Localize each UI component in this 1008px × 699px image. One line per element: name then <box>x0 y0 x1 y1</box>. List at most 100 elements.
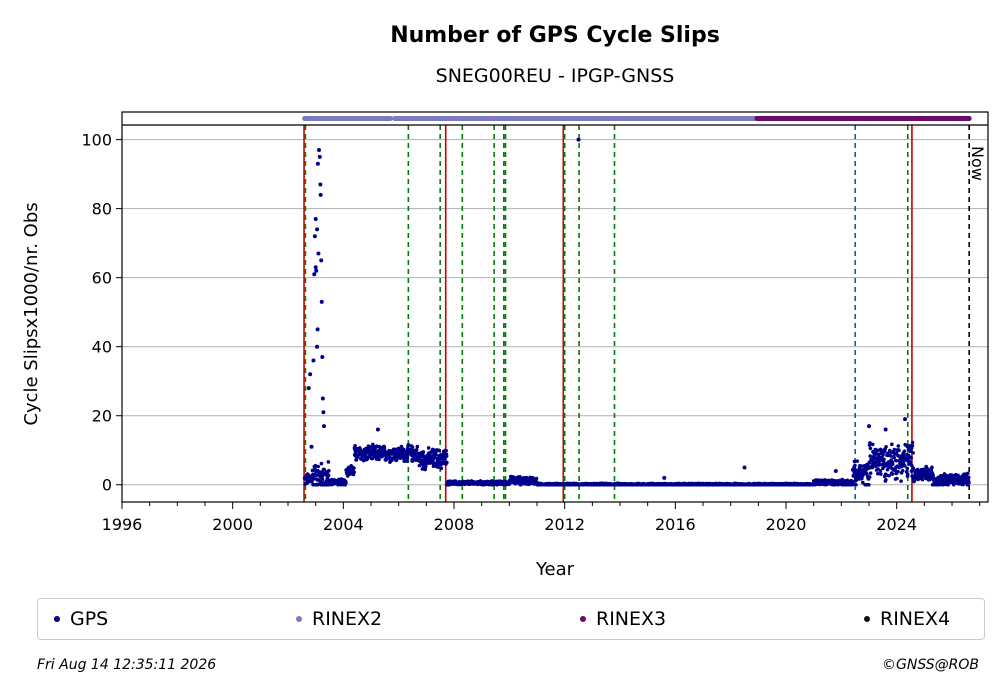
x-tick-label: 2024 <box>876 515 917 534</box>
gps-point <box>868 471 873 475</box>
gps-point <box>326 473 331 478</box>
gps-point <box>308 372 313 377</box>
x-tick-label: 2012 <box>544 515 585 534</box>
x-tick-label: 2004 <box>323 515 364 534</box>
gps-point <box>868 446 873 451</box>
gps-point <box>313 216 318 221</box>
gps-point <box>872 454 877 458</box>
gps-point <box>316 251 321 256</box>
gps-point <box>314 268 319 273</box>
gps-point <box>902 449 907 453</box>
now-label: Now <box>968 146 987 181</box>
gps-point <box>318 182 323 187</box>
gps-point <box>892 455 896 460</box>
gps-point <box>377 457 381 462</box>
legend-item-rinex3: RINEX3 <box>580 599 666 639</box>
gps-point <box>881 453 885 457</box>
legend-label: GPS <box>70 608 109 630</box>
gps-point <box>881 461 886 465</box>
gps-point <box>315 344 320 349</box>
gps-point <box>321 410 326 415</box>
gps-point <box>905 472 910 477</box>
gps-point <box>911 451 915 455</box>
gps-point <box>315 327 320 332</box>
gps-point <box>313 466 317 471</box>
gps-point <box>354 457 359 462</box>
x-tick-label: 2020 <box>766 515 807 534</box>
gps-point <box>867 424 872 429</box>
gps-point <box>965 471 970 476</box>
gps-point <box>437 448 441 453</box>
gps-point <box>899 479 903 483</box>
gps-point <box>326 460 331 464</box>
gps-point <box>905 444 909 449</box>
grid-layer <box>122 139 988 486</box>
gps-point <box>742 465 747 470</box>
gps-point <box>327 468 331 473</box>
gps-point <box>375 427 380 432</box>
gps-point <box>890 472 895 476</box>
gps-point <box>887 473 891 478</box>
gps-point <box>309 444 314 449</box>
gps-point <box>902 417 907 422</box>
gps-point <box>319 299 324 304</box>
gps-point <box>942 472 947 476</box>
y-tick-label: 80 <box>92 200 112 219</box>
gps-point <box>315 161 320 166</box>
legend: GPS RINEX2 RINEX3 RINEX4 <box>37 598 985 640</box>
gps-point <box>426 446 431 450</box>
gps-point <box>882 457 886 462</box>
gps-point <box>321 424 326 429</box>
x-axis-label: Year <box>535 559 575 580</box>
gps-point <box>896 444 901 448</box>
gps-point <box>356 455 360 459</box>
gps-point <box>909 455 914 460</box>
gps-point <box>966 475 971 480</box>
gps-point <box>908 460 913 465</box>
gps-point <box>896 469 900 474</box>
gps-point <box>855 459 860 463</box>
gps-point <box>883 449 887 454</box>
gps-point <box>900 468 905 473</box>
gps-point <box>884 445 888 449</box>
gps-point <box>890 462 895 467</box>
gps-point <box>313 265 318 270</box>
gps-point <box>878 472 883 476</box>
gps-point <box>310 480 314 484</box>
gps-marker-icon <box>54 616 60 622</box>
gps-point <box>431 458 435 463</box>
gps-point <box>316 464 321 469</box>
gps-point <box>885 467 890 472</box>
rinex3-marker-icon <box>580 616 586 622</box>
gps-point <box>423 467 427 472</box>
gps-point <box>320 477 325 482</box>
gps-point <box>861 480 865 485</box>
gps-point <box>534 476 539 481</box>
gps-point <box>318 192 323 197</box>
gps-point <box>439 466 444 471</box>
gps-point <box>853 463 857 468</box>
legend-item-rinex4: RINEX4 <box>864 599 950 639</box>
y-tick-label: 0 <box>102 476 112 495</box>
x-tick-label: 2016 <box>655 515 696 534</box>
gps-point <box>920 477 925 482</box>
gps-point <box>894 458 899 463</box>
gps-point <box>312 476 316 481</box>
gps-point <box>434 452 438 457</box>
gps-point <box>444 454 449 458</box>
gps-point <box>851 482 855 487</box>
gps-point <box>405 459 409 463</box>
gps-point <box>316 147 321 152</box>
gps-point <box>317 154 322 159</box>
chart-subtitle: SNEG00REU - IPGP-GNSS <box>436 65 675 87</box>
gps-point <box>956 473 960 478</box>
y-tick-label: 60 <box>92 269 112 288</box>
plot-area <box>121 111 989 503</box>
gps-point <box>352 470 356 474</box>
legend-item-gps: GPS <box>54 599 108 639</box>
gps-point <box>311 358 316 363</box>
gps-point <box>320 396 325 401</box>
gps-point <box>883 427 888 432</box>
gps-point <box>867 475 872 479</box>
